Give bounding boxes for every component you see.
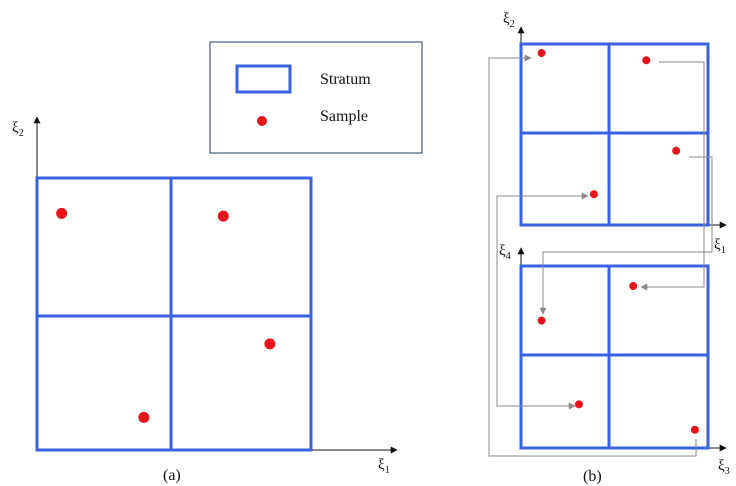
panel-a-y-axis-label: ξ2 <box>12 120 24 139</box>
panel-b-bottom-sample-point <box>690 425 699 434</box>
panel-a-x-axis-label: ξ1 <box>378 457 390 476</box>
panel-a-stratum-outline <box>35 176 313 452</box>
panel-b-caption: (b) <box>583 468 602 485</box>
panel-b-bottom-sample-point <box>574 400 583 409</box>
sample-pairing-connectors <box>488 54 713 457</box>
connector-sample-4 <box>496 192 589 410</box>
panel-a-sample-point <box>56 207 68 219</box>
legend-box <box>209 41 423 154</box>
panel-b-top-x-axis-label: ξ1 <box>714 237 726 256</box>
panel-b-top-sample-point <box>537 49 546 58</box>
connector-sample-3 <box>539 156 713 315</box>
connector-sample-2 <box>640 61 705 291</box>
panel-b-top-sample-point <box>642 56 651 65</box>
panel-a: ξ2 ξ1 (a) <box>12 116 398 484</box>
legend: Stratum Sample <box>209 41 423 154</box>
panel-b-top: ξ2 ξ1 <box>503 11 727 256</box>
panel-b-bottom-sample-point <box>629 282 638 291</box>
panel-a-sample-point <box>264 338 276 350</box>
panel-b-bottom-sample-point <box>537 316 546 325</box>
panel-b-bottom-x-axis-label: ξ3 <box>718 458 730 477</box>
panel-a-sample-point <box>138 411 150 423</box>
panel-b-top-sample-point <box>672 146 681 155</box>
panel-b-bottom: ξ4 ξ3 (b) <box>499 243 730 485</box>
legend-stratum-label: Stratum <box>320 71 371 88</box>
panel-b-top-sample-point <box>589 190 598 199</box>
panel-b-bottom-stratum-outline <box>519 264 710 450</box>
panel-b-top-y-axis-label: ξ2 <box>503 11 515 30</box>
legend-sample-label: Sample <box>320 108 368 125</box>
legend-stratum-swatch <box>235 64 292 94</box>
panel-b-bottom-y-axis-label: ξ4 <box>499 243 511 262</box>
panel-a-caption: (a) <box>163 467 181 484</box>
panel-a-sample-point <box>217 210 229 222</box>
legend-sample-marker <box>257 116 267 126</box>
connector-sample-1 <box>488 54 697 457</box>
